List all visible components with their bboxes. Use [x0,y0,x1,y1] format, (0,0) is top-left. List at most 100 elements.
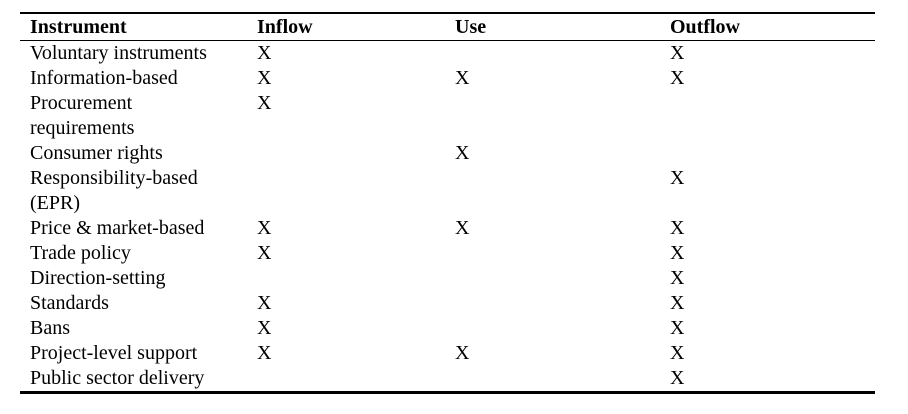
cell-inflow [257,141,455,166]
instrument-label: Standards [30,292,109,314]
use-mark: X [455,141,469,166]
outflow-mark: X [670,316,684,341]
cell-use [455,291,670,316]
cell-outflow: X [670,66,875,91]
inflow-mark: X [257,341,271,366]
cell-outflow: X [670,291,875,316]
table-row: Procurement requirements X [20,91,875,141]
cell-outflow: X [670,241,875,266]
instrument-label: Price & market-based [30,217,204,239]
cell-outflow: X [670,366,875,393]
inflow-mark: X [257,66,271,91]
outflow-mark: X [670,341,684,366]
header-use: Use [455,13,670,41]
cell-use [455,316,670,341]
cell-instrument: Direction-setting [20,266,257,291]
cell-inflow: X [257,66,455,91]
table-row: Voluntary instruments X X [20,41,875,67]
use-mark: X [455,216,469,241]
cell-inflow: X [257,241,455,266]
cell-instrument: Responsibility-based (EPR) [20,166,257,216]
table-row: Bans X X [20,316,875,341]
table-row: Public sector delivery X [20,366,875,393]
cell-use [455,366,670,393]
cell-use [455,241,670,266]
cell-use [455,166,670,216]
cell-inflow: X [257,291,455,316]
cell-outflow: X [670,216,875,241]
inflow-mark: X [257,91,271,116]
outflow-mark: X [670,41,684,66]
instrument-label: Project-level support [30,342,197,364]
cell-instrument: Public sector delivery [20,366,257,393]
cell-outflow [670,91,875,141]
table-row: Consumer rights X [20,141,875,166]
cell-outflow: X [670,41,875,67]
cell-inflow: X [257,41,455,67]
instrument-label: Direction-setting [30,267,166,289]
cell-inflow: X [257,341,455,366]
outflow-mark: X [670,216,684,241]
cell-inflow: X [257,216,455,241]
cell-instrument: Information-based [20,66,257,91]
cell-use: X [455,141,670,166]
cell-outflow: X [670,316,875,341]
cell-use [455,266,670,291]
cell-instrument: Bans [20,316,257,341]
outflow-mark: X [670,241,684,266]
use-mark: X [455,66,469,91]
policy-instrument-table-container: Instrument Inflow Use Outflow Voluntary … [20,12,875,394]
inflow-mark: X [257,316,271,341]
cell-inflow [257,266,455,291]
inflow-mark: X [257,291,271,316]
table-header: Instrument Inflow Use Outflow [20,13,875,41]
instrument-label: Consumer rights [30,142,163,164]
cell-outflow: X [670,166,875,216]
table-row: Price & market-based X X X [20,216,875,241]
policy-instrument-table: Instrument Inflow Use Outflow Voluntary … [20,12,875,394]
instrument-label: Procurement requirements [30,92,134,139]
cell-use: X [455,216,670,241]
table-row: Information-based X X X [20,66,875,91]
table-row: Direction-setting X [20,266,875,291]
instrument-label: Bans [30,317,70,339]
cell-instrument: Price & market-based [20,216,257,241]
cell-instrument: Trade policy [20,241,257,266]
cell-inflow [257,366,455,393]
cell-instrument: Voluntary instruments [20,41,257,67]
outflow-mark: X [670,66,684,91]
table-row: Trade policy X X [20,241,875,266]
cell-outflow: X [670,341,875,366]
cell-instrument: Procurement requirements [20,91,257,141]
instrument-label: Information-based [30,67,178,89]
cell-instrument: Project-level support [20,341,257,366]
instrument-label: Responsibility-based (EPR) [30,167,198,214]
table-body: Voluntary instruments X X Information-based… [20,41,875,393]
cell-instrument: Standards [20,291,257,316]
instrument-label: Voluntary instruments [30,42,207,64]
header-inflow: Inflow [257,13,455,41]
inflow-mark: X [257,216,271,241]
cell-outflow [670,141,875,166]
cell-inflow [257,166,455,216]
instrument-label: Public sector delivery [30,367,204,389]
cell-use [455,91,670,141]
outflow-mark: X [670,291,684,316]
inflow-mark: X [257,241,271,266]
outflow-mark: X [670,366,684,391]
cell-inflow: X [257,91,455,141]
outflow-mark: X [670,166,684,191]
cell-use [455,41,670,67]
outflow-mark: X [670,266,684,291]
cell-use: X [455,341,670,366]
cell-inflow: X [257,316,455,341]
table-row: Standards X X [20,291,875,316]
header-outflow: Outflow [670,13,875,41]
inflow-mark: X [257,41,271,66]
use-mark: X [455,341,469,366]
table-row: Project-level support X X X [20,341,875,366]
cell-outflow: X [670,266,875,291]
cell-instrument: Consumer rights [20,141,257,166]
header-instrument: Instrument [20,13,257,41]
cell-use: X [455,66,670,91]
